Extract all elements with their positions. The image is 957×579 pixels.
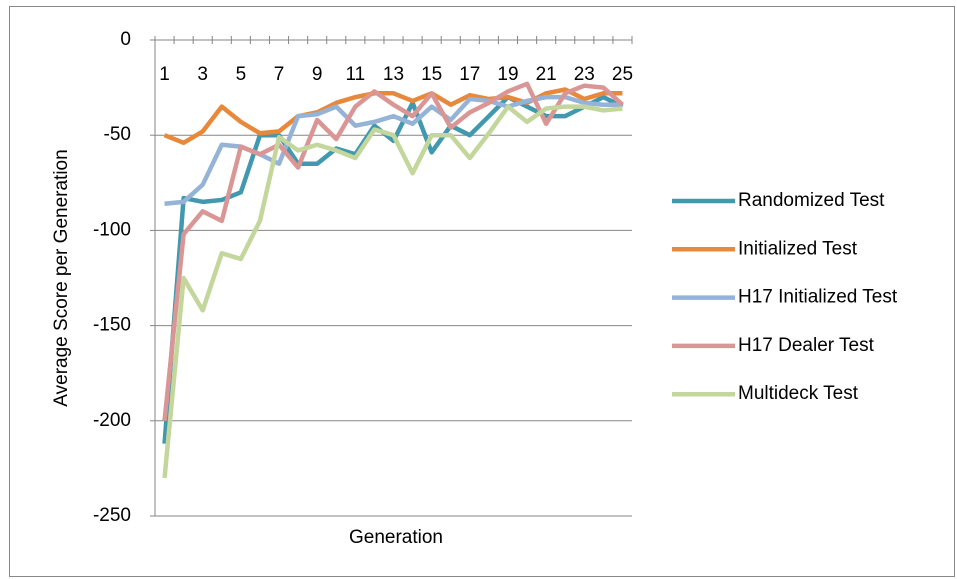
x-tick-label: 21 — [536, 64, 557, 85]
x-axis-title: Generation — [349, 527, 443, 548]
y-axis-title: Average Score per Generation — [51, 149, 72, 406]
legend-label: H17 Initialized Test — [738, 287, 898, 308]
y-tick-label: -100 — [93, 219, 131, 240]
x-tick-label: 5 — [236, 64, 247, 85]
x-tick-label: 23 — [574, 64, 595, 85]
legend-label: Multideck Test — [738, 383, 859, 404]
x-tick-label: 1 — [159, 64, 170, 85]
x-tick-label: 15 — [421, 64, 442, 85]
y-tick-label: -150 — [93, 315, 131, 336]
legend-label: Initialized Test — [738, 238, 858, 259]
y-tick-label: -50 — [104, 124, 131, 145]
x-tick-label: 11 — [345, 64, 365, 85]
legend-label: Randomized Test — [738, 190, 885, 211]
y-tick-label: 0 — [120, 29, 131, 50]
series-line — [163, 87, 623, 146]
series-line — [162, 81, 624, 422]
x-tick-label: 25 — [612, 64, 633, 85]
x-tick-label: 9 — [312, 64, 323, 85]
y-tick-label: -250 — [93, 505, 131, 526]
x-tick-label: 19 — [497, 64, 518, 85]
y-tick-label: -200 — [93, 410, 131, 431]
series-line — [162, 94, 624, 444]
x-tick-label: 7 — [274, 64, 285, 85]
legend-label: H17 Dealer Test — [738, 335, 875, 356]
x-tick-label: 13 — [383, 64, 404, 85]
x-tick-label: 17 — [459, 64, 480, 85]
series-line — [162, 104, 623, 479]
x-tick-label: 3 — [197, 64, 208, 85]
